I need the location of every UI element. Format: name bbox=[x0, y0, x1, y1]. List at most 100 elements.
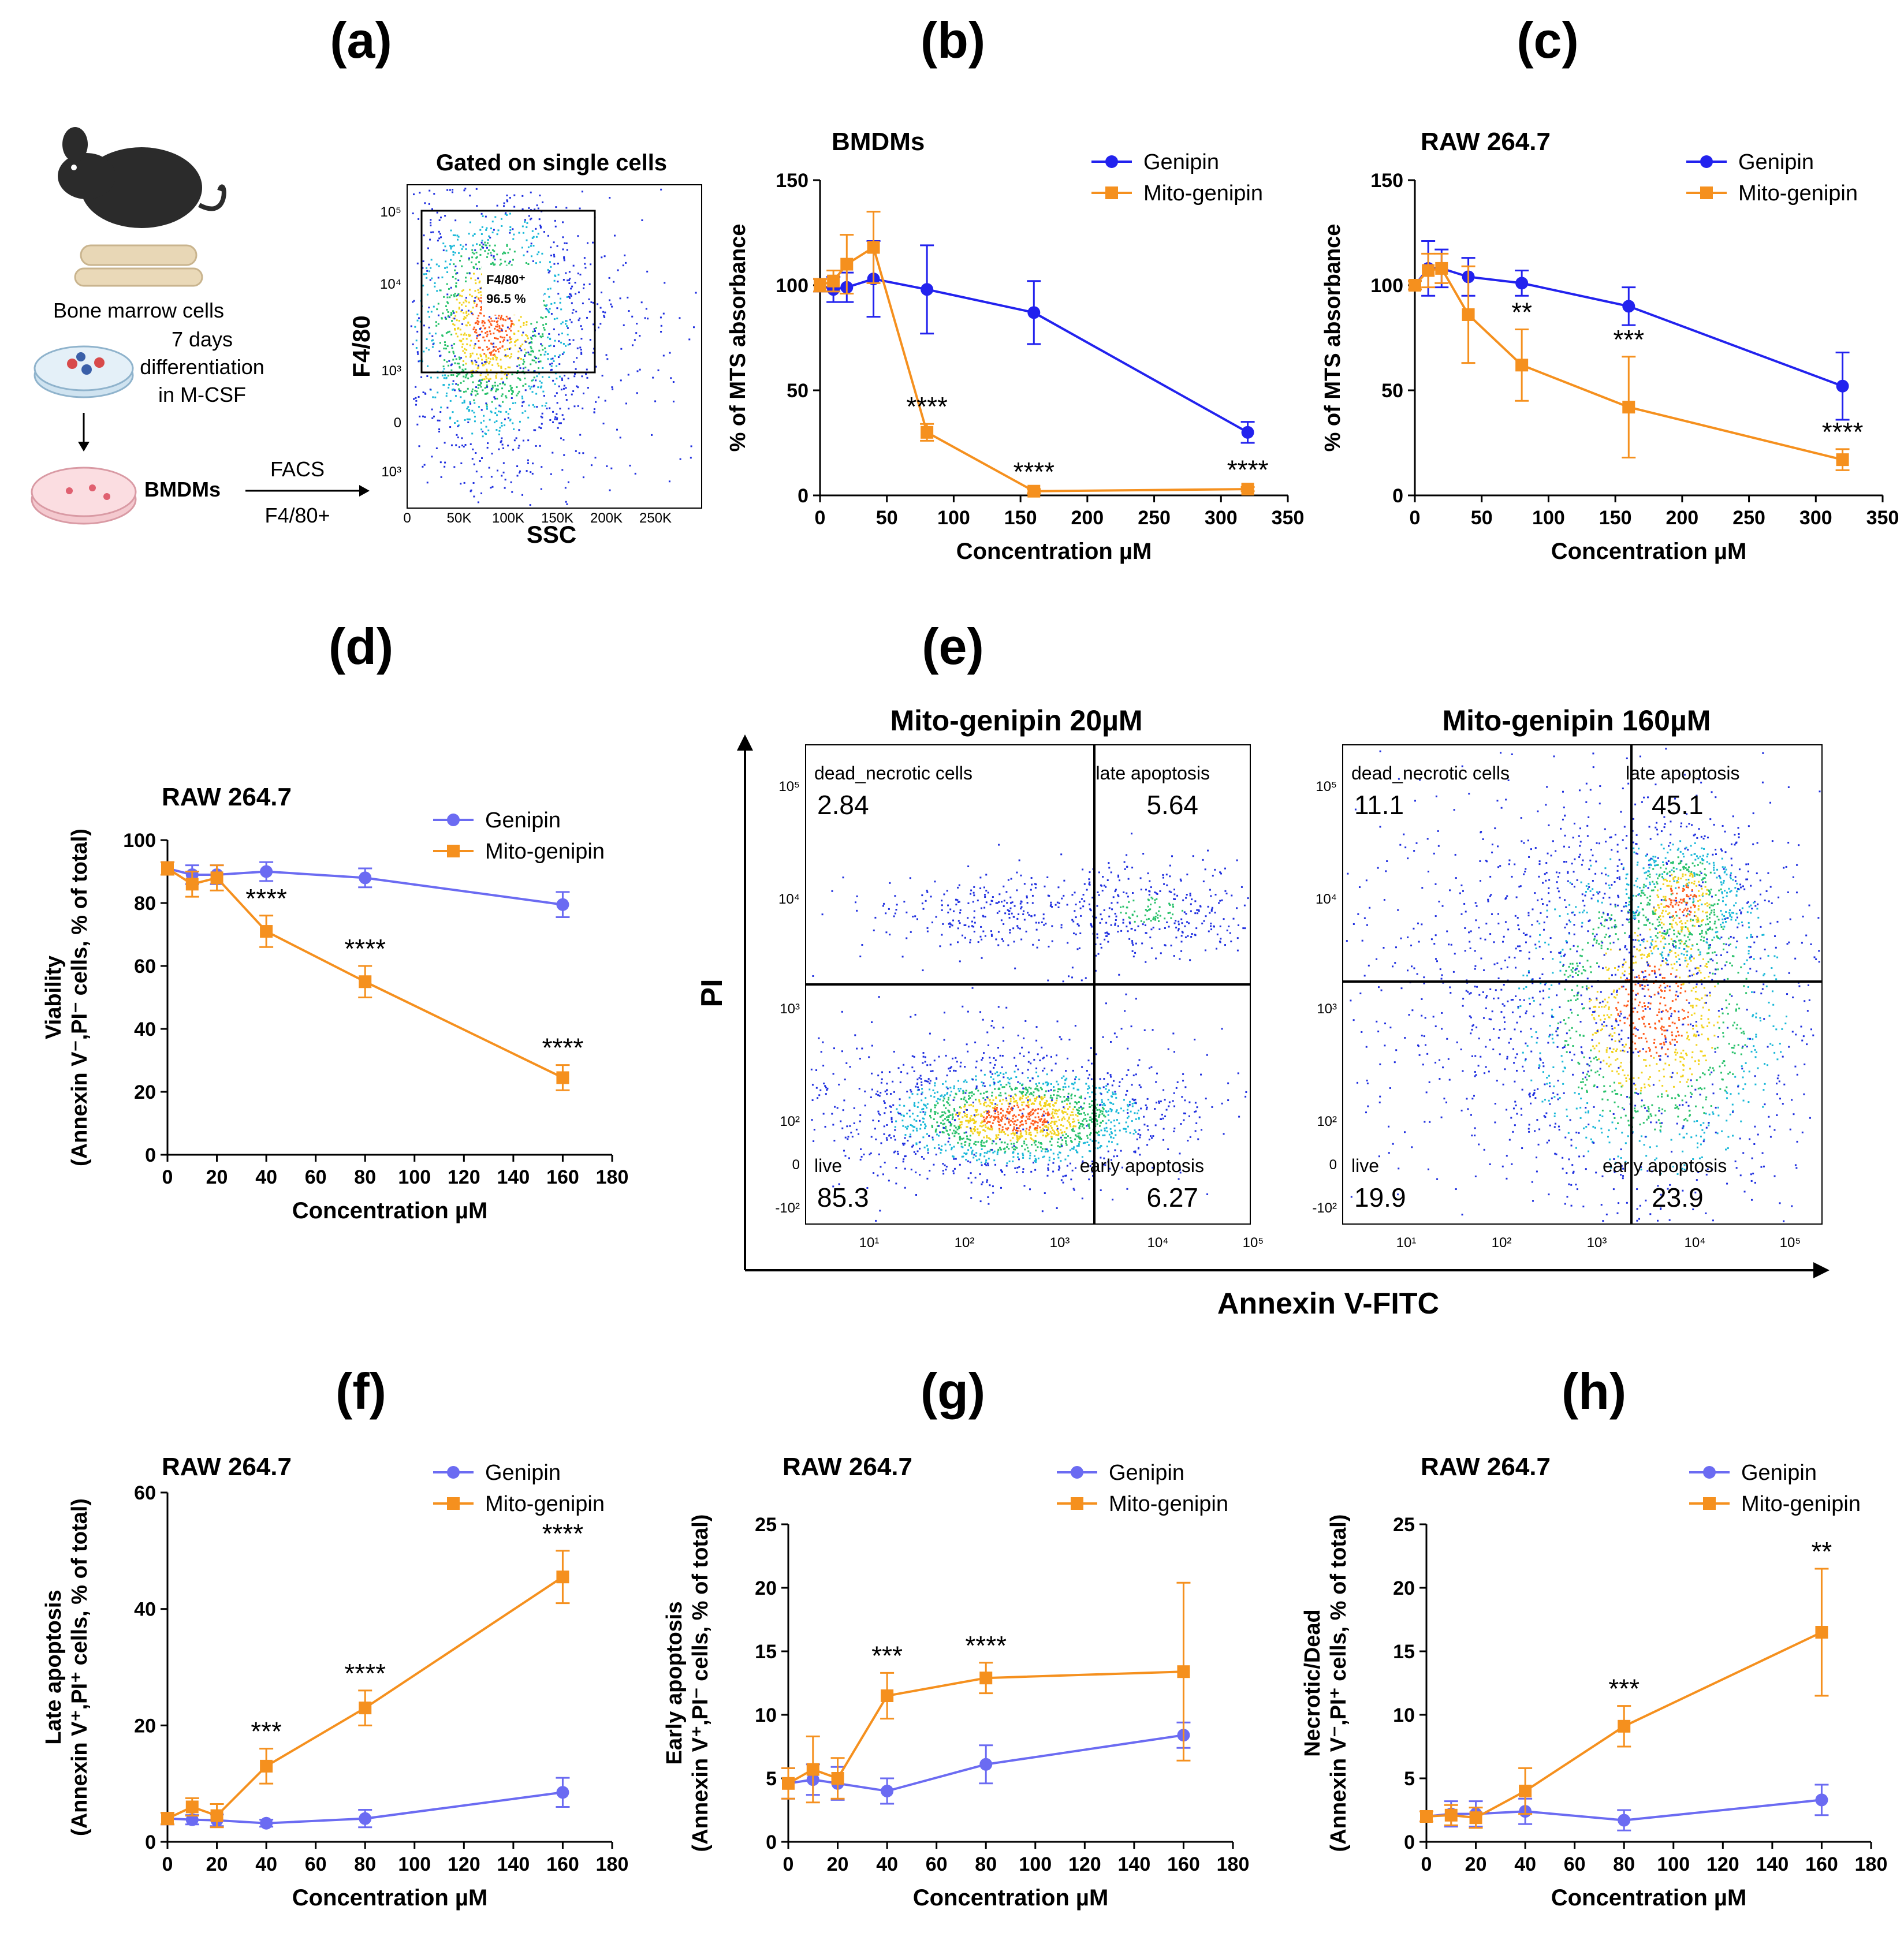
flow-dot bbox=[1042, 1098, 1044, 1100]
flow-dot bbox=[569, 293, 572, 296]
flow-dot bbox=[920, 1124, 922, 1126]
flow-dot bbox=[1150, 897, 1153, 899]
flow-dot bbox=[1035, 1150, 1037, 1152]
flow-dot bbox=[983, 1145, 986, 1147]
flow-dot bbox=[481, 306, 483, 308]
flow-dot bbox=[1046, 1083, 1049, 1085]
flow-dot bbox=[507, 372, 509, 375]
flow-dot bbox=[945, 1129, 948, 1132]
flow-dot bbox=[818, 1037, 820, 1039]
flow-dot bbox=[1010, 1120, 1012, 1122]
flow-dot bbox=[445, 332, 448, 334]
flow-dot bbox=[922, 1062, 924, 1064]
flow-dot bbox=[480, 409, 483, 411]
flow-dot bbox=[889, 934, 891, 936]
flow-dot bbox=[880, 1092, 882, 1094]
flow-dot bbox=[1155, 957, 1157, 960]
flow-dot bbox=[1022, 1152, 1024, 1155]
flow-dot bbox=[994, 1110, 997, 1112]
flow-dot bbox=[1136, 1138, 1138, 1140]
flow-dot bbox=[874, 916, 877, 919]
flow-dot bbox=[1061, 1119, 1063, 1121]
flow-dot bbox=[895, 1167, 897, 1169]
flow-dot bbox=[1024, 1138, 1027, 1140]
flow-dot bbox=[510, 389, 512, 391]
flow-dot bbox=[914, 915, 916, 917]
flow-dot bbox=[625, 262, 627, 264]
flow-dot bbox=[1078, 1145, 1080, 1147]
flow-dot bbox=[904, 1167, 906, 1170]
flow-dot bbox=[1104, 1134, 1106, 1136]
flow-dot bbox=[627, 296, 629, 299]
flow-dot bbox=[921, 1099, 923, 1102]
flow-dot bbox=[1150, 1135, 1152, 1137]
flow-plot-frame bbox=[1342, 744, 1823, 1225]
flow-dot bbox=[1014, 1070, 1016, 1073]
flow-dot bbox=[990, 1115, 993, 1117]
flow-dot bbox=[573, 375, 576, 378]
flow-dot bbox=[1003, 1073, 1005, 1075]
flow-dot bbox=[474, 290, 476, 292]
flow-dot bbox=[550, 313, 553, 315]
flow-dot bbox=[1079, 1125, 1081, 1127]
flow-dot bbox=[894, 1150, 896, 1152]
flow-dot bbox=[948, 1096, 950, 1099]
flow-dot bbox=[522, 363, 524, 365]
flow-dot bbox=[480, 476, 483, 478]
flow-dot bbox=[1007, 1081, 1009, 1084]
flow-dot bbox=[1005, 1084, 1008, 1086]
flow-dot bbox=[911, 1146, 914, 1148]
flow-dot bbox=[988, 1121, 990, 1123]
flow-dot bbox=[439, 342, 441, 344]
flow-dot bbox=[1157, 920, 1160, 922]
flow-dot bbox=[1099, 921, 1101, 924]
panel-label-a: (a) bbox=[330, 12, 392, 69]
flow-dot bbox=[944, 1143, 947, 1146]
flow-dot bbox=[974, 1116, 976, 1118]
flow-dot bbox=[455, 358, 457, 360]
flow-dot bbox=[546, 353, 549, 355]
flow-dot bbox=[1098, 1109, 1101, 1111]
flow-dot bbox=[1000, 1131, 1003, 1133]
flow-dot bbox=[444, 465, 446, 468]
flow-dot bbox=[451, 320, 453, 322]
flow-dot bbox=[893, 1151, 895, 1154]
flow-dot bbox=[564, 323, 567, 325]
flow-dot bbox=[947, 904, 949, 906]
flow-dot bbox=[530, 255, 532, 258]
flow-dot bbox=[446, 301, 449, 303]
legend-marker-genipin bbox=[1700, 155, 1713, 168]
flow-dot bbox=[450, 246, 452, 248]
flow-dot bbox=[949, 1124, 952, 1126]
flow-dot bbox=[571, 393, 573, 396]
flow-dot bbox=[921, 1088, 923, 1090]
y-axis-label-2: (Annexin V⁻,PI⁻ cells, % of total) bbox=[68, 829, 92, 1166]
flow-dot bbox=[961, 1155, 963, 1158]
flow-plot-20uM: Mito-genipin 20µM dead_necrotic cells 2.… bbox=[775, 704, 1264, 1251]
flow-dot bbox=[893, 1050, 895, 1053]
flow-dot bbox=[1061, 1139, 1064, 1141]
flow-dot bbox=[504, 418, 506, 420]
flow-dot bbox=[1071, 967, 1074, 969]
flow-dot bbox=[472, 300, 475, 303]
data-point-mito-genipin bbox=[359, 975, 372, 988]
flow-dot bbox=[989, 1102, 992, 1104]
chart-title: RAW 264.7 bbox=[162, 1453, 292, 1481]
flow-dot bbox=[477, 367, 479, 369]
flow-dot bbox=[1050, 1137, 1053, 1140]
flow-dot bbox=[1014, 1133, 1016, 1136]
flow-dot bbox=[951, 1114, 953, 1116]
flow-dot bbox=[567, 327, 569, 329]
flow-dot bbox=[1020, 908, 1022, 910]
flow-dot bbox=[997, 1111, 999, 1113]
flow-dot bbox=[1101, 918, 1103, 920]
flow-dot bbox=[469, 344, 471, 346]
flow-dot bbox=[558, 385, 560, 387]
flow-dot bbox=[1039, 1087, 1042, 1089]
flow-dot bbox=[1016, 1140, 1019, 1142]
flow-dot bbox=[977, 1141, 979, 1143]
flow-dot bbox=[476, 390, 478, 393]
flow-dot bbox=[490, 254, 493, 256]
flow-dot bbox=[1175, 1087, 1178, 1089]
